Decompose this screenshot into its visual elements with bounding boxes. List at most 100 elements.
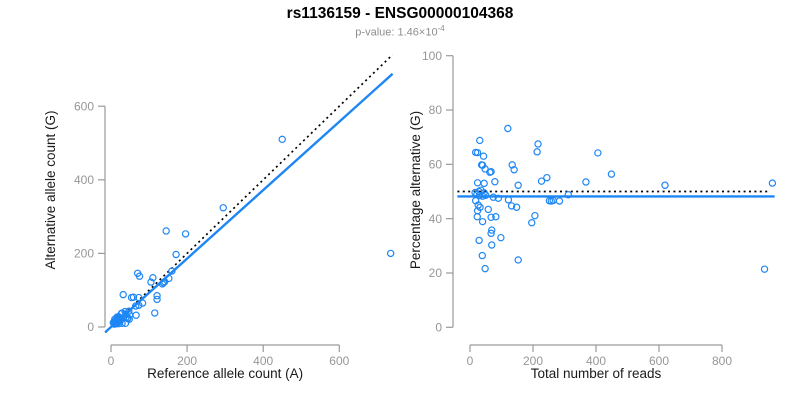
data-point (543, 173, 551, 182)
y-tick-label: 20 (429, 266, 443, 280)
data-point (168, 267, 176, 275)
data-point (181, 230, 190, 238)
data-point (172, 250, 180, 259)
x-tick-label: 200 (177, 354, 197, 368)
data-point (479, 152, 488, 160)
data-point (219, 204, 227, 212)
data-point (594, 149, 602, 157)
right-scatter-plot: 0 20 40 60 80 100 0 200 400 600 800 Total number of… (408, 49, 777, 381)
y-tick-label: 600 (74, 99, 94, 113)
y-tick-label: 200 (74, 247, 94, 261)
data-point (160, 278, 169, 286)
data-point (151, 309, 159, 317)
data-point (132, 302, 140, 310)
data-point (514, 256, 522, 264)
fit-line (104, 72, 394, 334)
data-point (481, 264, 489, 273)
y-tick-label: 0 (435, 321, 442, 335)
left-scatter-plot: 0 200 400 600 0 200 400 600 Reference allele cou… (43, 54, 395, 381)
data-point (491, 178, 499, 186)
data-point (135, 301, 143, 309)
data-point (494, 194, 503, 202)
data-point (487, 213, 495, 222)
chart-title: rs1136159 - ENSG00000104368 (286, 5, 514, 22)
x-tick-label: 0 (467, 354, 474, 368)
data-point (119, 290, 127, 299)
pvalue-prefix: p-value: (355, 26, 398, 39)
data-point (386, 249, 395, 258)
x-tick-label: 600 (329, 354, 349, 368)
data-point (510, 166, 518, 174)
y-tick-label: 60 (429, 158, 443, 172)
data-point (582, 178, 590, 186)
y-axis-title: Percentage alternative (G) (408, 111, 423, 269)
data-point (158, 280, 167, 288)
data-point (127, 293, 136, 302)
chart-subtitle: p-value: 1.46×10-4 (0, 24, 800, 39)
data-point (117, 314, 125, 322)
data-point (473, 213, 481, 221)
y-tick-label: 0 (87, 320, 94, 334)
data-point (488, 241, 496, 249)
data-point (489, 193, 498, 201)
data-point (482, 191, 490, 200)
data-point (497, 233, 505, 242)
data-point (153, 292, 161, 300)
data-point (473, 179, 482, 187)
data-point (477, 161, 486, 169)
x-tick-label: 0 (108, 354, 115, 368)
data-point (555, 197, 564, 205)
data-point (138, 299, 147, 307)
x-tick-label: 200 (523, 354, 543, 368)
data-point (492, 213, 500, 221)
data-point (484, 205, 492, 214)
y-tick-label: 40 (429, 212, 443, 226)
data-point (504, 124, 512, 133)
x-tick-label: 600 (649, 354, 669, 368)
data-point (159, 279, 168, 287)
data-point (480, 179, 488, 188)
pvalue-mantissa: 1.46×10 (397, 26, 438, 39)
data-point (504, 196, 513, 204)
y-tick-label: 80 (429, 103, 443, 117)
data-point (534, 140, 542, 148)
data-point (607, 170, 616, 178)
data-point (533, 148, 541, 156)
data-point (471, 197, 480, 205)
data-point (122, 310, 130, 318)
data-point (478, 217, 487, 226)
data-point (162, 227, 170, 235)
data-point (488, 226, 496, 234)
data-point (147, 278, 155, 286)
data-point (537, 177, 546, 185)
y-tick-label: 400 (74, 173, 94, 187)
x-axis-title: Total number of reads (531, 366, 662, 381)
data-point (768, 179, 777, 187)
data-point (153, 295, 161, 304)
data-point (508, 161, 516, 169)
data-point (661, 181, 669, 189)
data-point (278, 135, 286, 144)
data-point (475, 236, 483, 245)
data-point (135, 272, 144, 280)
data-point (545, 197, 554, 205)
data-point (476, 136, 484, 145)
x-axis-title: Reference allele count (A) (147, 366, 303, 381)
identity-line (104, 54, 394, 334)
x-tick-label: 400 (586, 354, 606, 368)
data-point (514, 181, 522, 189)
pvalue-exponent: -4 (437, 24, 445, 33)
data-point (564, 191, 572, 199)
data-point (478, 251, 486, 260)
data-point (512, 203, 521, 211)
data-point (132, 311, 140, 319)
data-point (471, 148, 480, 157)
x-tick-label: 400 (253, 354, 273, 368)
data-point (487, 229, 495, 238)
data-point (528, 219, 536, 227)
data-point (531, 211, 539, 220)
data-point (135, 293, 143, 302)
data-point (507, 202, 516, 210)
